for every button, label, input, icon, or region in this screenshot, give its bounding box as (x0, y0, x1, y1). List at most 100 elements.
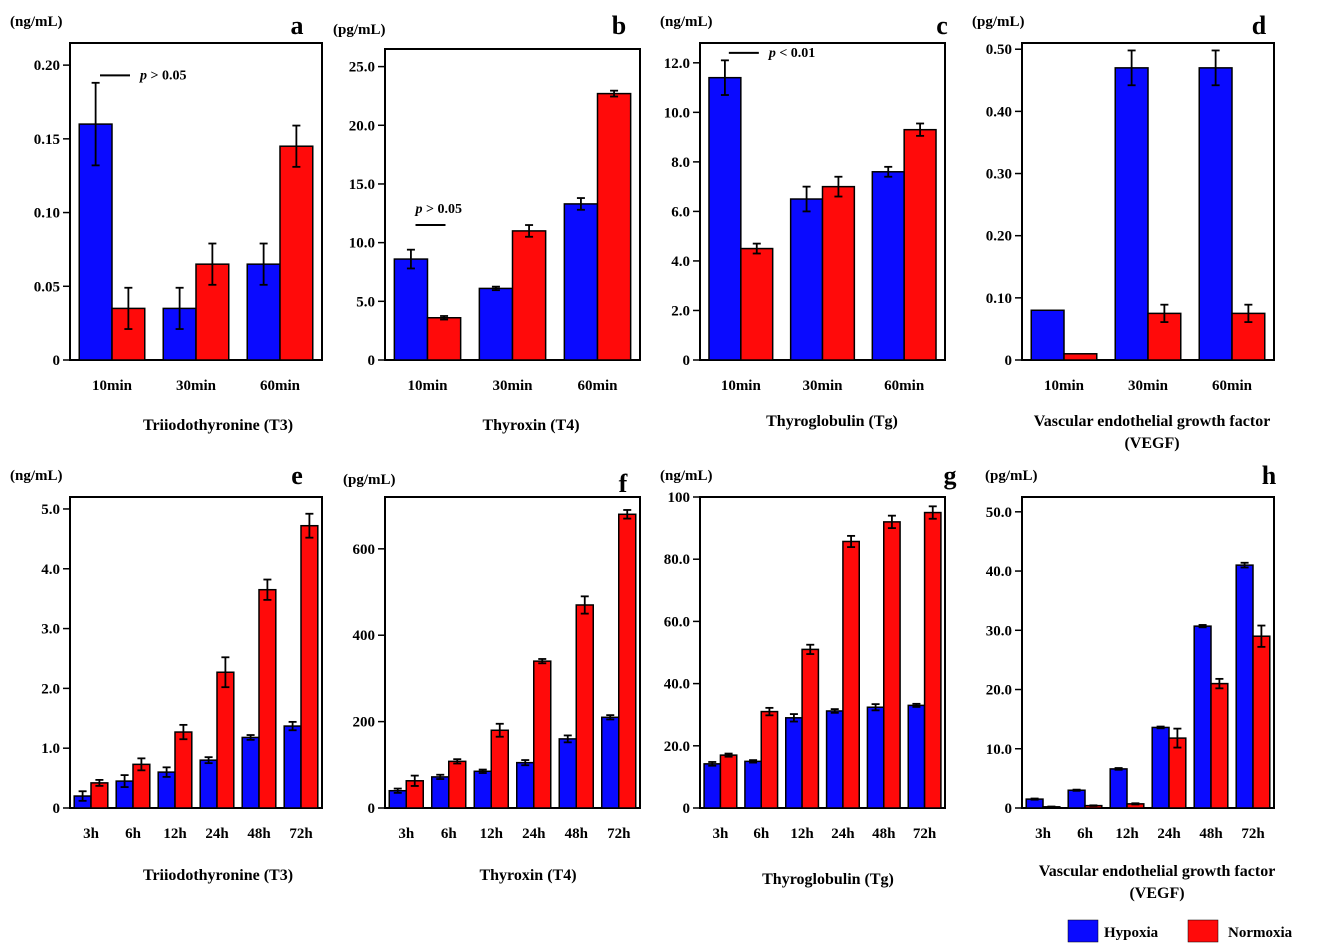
bar-hypoxia (558, 738, 577, 809)
y-tick-label: 25.0 (349, 60, 375, 76)
bar-hypoxia (1030, 309, 1065, 361)
plot-frame (699, 496, 946, 809)
bar-normoxia (719, 754, 738, 809)
legend-swatch-hypoxia (1067, 919, 1099, 943)
bar-hypoxia (473, 770, 492, 809)
x-tick-label: 30min (492, 378, 533, 394)
x-axis-title: Thyroxin (T4) (479, 867, 576, 884)
bar-normoxia (174, 731, 193, 809)
bar-hypoxia (601, 716, 620, 809)
plot-frame (69, 496, 323, 809)
bar-hypoxia (1151, 726, 1170, 809)
y-tick-label: 0.40 (986, 104, 1012, 120)
y-tick-label: 8.0 (671, 155, 690, 171)
x-tick-label: 48h (565, 826, 589, 842)
bar-hypoxia (393, 258, 429, 361)
legend-label-normoxia: Normoxia (1228, 925, 1293, 941)
y-unit-label: (pg/mL) (343, 472, 396, 488)
x-axis-title: Thyroglobulin (Tg) (766, 413, 898, 430)
panel-letter: d (1252, 11, 1267, 40)
y-tick-label: 30.0 (986, 623, 1012, 639)
y-tick-label: 5.0 (356, 294, 375, 310)
panel-letter: g (944, 461, 957, 490)
bar-hypoxia (789, 198, 824, 361)
bar-hypoxia (1067, 789, 1086, 809)
bar-hypoxia (871, 171, 905, 361)
x-axis-title: Thyroxin (T4) (482, 417, 579, 434)
bar-normoxia (300, 524, 319, 809)
x-axis-title: Vascular endothelial growth factor (1034, 413, 1271, 430)
legend-label-hypoxia: Hypoxia (1104, 925, 1159, 941)
legend-swatch-normoxia (1187, 919, 1219, 943)
bar-hypoxia (1114, 67, 1149, 361)
y-tick-label: 100 (668, 490, 691, 506)
bar-normoxia (1210, 682, 1229, 809)
p-comparison: < 0.01 (776, 46, 815, 61)
bar-normoxia (490, 729, 509, 809)
bar-normoxia (883, 521, 901, 809)
x-tick-label: 12h (790, 826, 814, 842)
bar-hypoxia (866, 706, 885, 809)
x-tick-label: 24h (205, 826, 229, 842)
x-tick-label: 12h (163, 826, 187, 842)
panel-letter: h (1262, 461, 1277, 490)
x-tick-label: 48h (247, 826, 271, 842)
x-tick-label: 12h (1115, 826, 1139, 842)
chart-panel-b: 0 5.0 10.0 15.0 20.0 25.0 10min 30min 60min (pg/m… (333, 11, 641, 434)
p-comparison: > 0.05 (423, 202, 462, 217)
bar-normoxia (1063, 353, 1098, 361)
bar-normoxia (533, 660, 552, 809)
panel-letter: a (291, 11, 304, 40)
chart-panel-d: 0 0.10 0.20 0.30 0.40 0.50 10min 30min 60min (pg/… (972, 11, 1275, 452)
x-tick-label: 24h (831, 826, 855, 842)
x-tick-label: 48h (1199, 826, 1223, 842)
bar-hypoxia (478, 287, 514, 361)
x-tick-label: 3h (1035, 826, 1052, 842)
y-tick-label: 0.10 (986, 291, 1012, 307)
bar-normoxia (216, 671, 235, 809)
bar-normoxia (575, 604, 594, 809)
bar-hypoxia (825, 710, 844, 809)
bar-normoxia (279, 145, 314, 361)
bar-normoxia (1168, 737, 1187, 809)
x-tick-label: 10min (721, 378, 762, 394)
y-tick-label: 5.0 (41, 502, 60, 518)
x-tick-label: 60min (577, 378, 618, 394)
x-axis-title: (VEGF) (1129, 885, 1184, 902)
chart-panel-h: 0 10.0 20.0 30.0 40.0 50.0 3h 6h 12h 24h 48h 72h (pg… (985, 461, 1277, 902)
y-tick-label: 0 (1005, 353, 1013, 369)
chart-panel-f: 0 200 400 600 3h 6h 12h 24h 48h 72h (pg/mL) f Thyrox… (343, 469, 641, 884)
x-tick-label: 10min (407, 378, 448, 394)
bar-hypoxia (431, 776, 450, 809)
chart-panel-c: 0 2.0 4.0 6.0 8.0 10.0 12.0 10min 30min 60min (ng/… (660, 11, 948, 430)
y-unit-label: (ng/mL) (660, 14, 713, 30)
panel-letter: b (612, 11, 626, 40)
bar-normoxia (511, 230, 547, 361)
bar-normoxia (842, 540, 861, 809)
y-tick-label: 400 (353, 628, 376, 644)
x-tick-label: 6h (753, 826, 770, 842)
y-unit-label: (pg/mL) (333, 22, 386, 38)
x-axis-title: Triiodothyronine (T3) (143, 867, 293, 884)
x-tick-label: 6h (1077, 826, 1094, 842)
y-tick-label: 0 (1005, 801, 1013, 817)
bar-hypoxia (516, 761, 535, 809)
bar-hypoxia (1235, 564, 1254, 809)
y-tick-label: 0.20 (986, 229, 1012, 245)
bar-normoxia (923, 511, 942, 809)
bar-normoxia (1252, 635, 1271, 809)
x-tick-label: 3h (398, 826, 415, 842)
bar-hypoxia (744, 760, 763, 809)
y-tick-label: 50.0 (986, 505, 1012, 521)
y-unit-label: (ng/mL) (10, 14, 63, 30)
y-tick-label: 0.15 (34, 132, 60, 148)
y-tick-label: 4.0 (41, 562, 60, 578)
bar-hypoxia (283, 725, 302, 809)
x-tick-label: 3h (712, 826, 729, 842)
x-tick-label: 3h (83, 826, 100, 842)
bar-normoxia (618, 513, 637, 809)
y-tick-label: 600 (353, 542, 376, 558)
y-unit-label: (pg/mL) (972, 14, 1025, 30)
bar-hypoxia (1193, 625, 1212, 809)
y-tick-label: 40.0 (664, 677, 690, 693)
